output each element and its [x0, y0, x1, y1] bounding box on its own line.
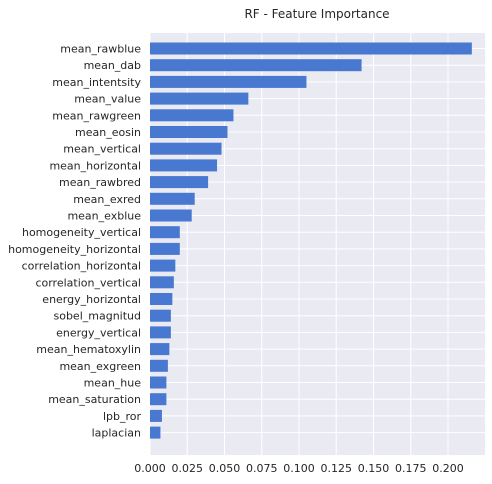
bar-mean_hue [150, 376, 167, 389]
x-tick-label-0: 0.000 [134, 462, 166, 475]
bar-mean_exblue [150, 209, 192, 222]
category-label-energy_vertical: energy_vertical [56, 326, 141, 339]
category-label-mean_vertical: mean_vertical [63, 143, 141, 156]
category-label-energy_horizontal: energy_horizontal [42, 293, 141, 306]
category-label-correlation_vertical: correlation_vertical [35, 276, 141, 289]
category-label-sobel_magnitud: sobel_magnitud [53, 310, 141, 323]
bar-mean_value [150, 92, 249, 105]
bar-energy_vertical [150, 326, 171, 339]
x-tick-label-4: 0.100 [283, 462, 315, 475]
bar-mean_hematoxylin [150, 343, 170, 356]
bar-mean_exred [150, 192, 195, 205]
category-label-mean_intentsity: mean_intentsity [52, 76, 141, 89]
x-tick-label-6: 0.150 [358, 462, 390, 475]
bar-homogeneity_horizontal [150, 242, 180, 255]
x-tick-label-2: 0.050 [209, 462, 241, 475]
category-label-mean_rawbred: mean_rawbred [59, 176, 141, 189]
category-label-mean_rawblue: mean_rawblue [60, 43, 141, 56]
bars [150, 42, 472, 439]
bar-homogeneity_vertical [150, 226, 180, 239]
x-tick-label-8: 0.200 [432, 462, 464, 475]
bar-mean_exgreen [150, 359, 168, 372]
category-label-lpb_ror: lpb_ror [103, 410, 142, 423]
category-label-mean_hue: mean_hue [84, 377, 142, 390]
category-label-mean_exgreen: mean_exgreen [59, 360, 141, 373]
bar-mean_vertical [150, 142, 222, 155]
x-tick-label-3: 0.075 [246, 462, 278, 475]
bar-lpb_ror [150, 409, 162, 422]
bar-mean_eosin [150, 126, 228, 138]
category-label-homogeneity_horizontal: homogeneity_horizontal [8, 243, 141, 256]
category-labels: mean_rawblue mean_dab mean_intentsity mean_… [8, 43, 141, 440]
category-label-mean_eosin: mean_eosin [75, 126, 141, 139]
category-label-mean_value: mean_value [74, 93, 141, 106]
category-label-correlation_horizontal: correlation_horizontal [22, 260, 141, 273]
bar-mean_intentsity [150, 75, 307, 88]
category-label-laplacian: laplacian [92, 427, 141, 440]
x-tick-label-7: 0.175 [395, 462, 427, 475]
chart-title: RF - Feature Importance [244, 7, 389, 21]
category-label-mean_dab: mean_dab [84, 59, 141, 72]
bar-laplacian [150, 426, 161, 439]
bar-mean_rawgreen [150, 109, 234, 122]
category-label-mean_horizontal: mean_horizontal [49, 159, 141, 172]
category-label-mean_saturation: mean_saturation [48, 393, 141, 406]
bar-correlation_horizontal [150, 259, 176, 272]
category-label-mean_exred: mean_exred [73, 193, 141, 206]
bar-sobel_magnitud [150, 309, 171, 322]
x-tick-label-5: 0.125 [321, 462, 353, 475]
category-label-mean_exblue: mean_exblue [67, 210, 141, 223]
bar-mean_saturation [150, 393, 167, 406]
bar-mean_horizontal [150, 159, 218, 172]
category-label-mean_hematoxylin: mean_hematoxylin [36, 343, 141, 356]
category-label-homogeneity_vertical: homogeneity_vertical [22, 226, 141, 239]
bar-correlation_vertical [150, 276, 174, 289]
x-tick-labels: 0.000 0.025 0.050 0.075 0.100 0.125 0.150 0.175… [134, 462, 464, 475]
bar-mean_rawblue [150, 42, 472, 55]
bar-mean_rawbred [150, 176, 209, 189]
x-tick-label-1: 0.025 [172, 462, 204, 475]
bar-energy_horizontal [150, 293, 173, 305]
category-label-mean_rawgreen: mean_rawgreen [52, 109, 141, 122]
bar-mean_dab [150, 59, 362, 72]
